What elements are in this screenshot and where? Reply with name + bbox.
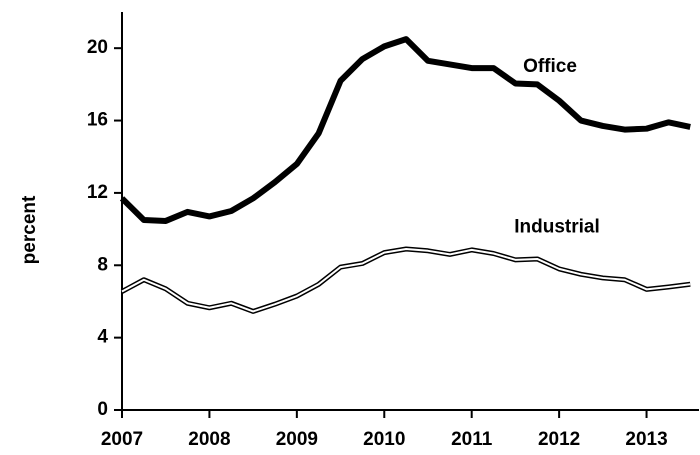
x-tick-label: 2010 bbox=[363, 429, 405, 450]
series-line bbox=[119, 36, 691, 224]
x-tick-label: 2009 bbox=[276, 429, 318, 450]
y-tick-label: 12 bbox=[87, 182, 108, 203]
x-tick-label: 2012 bbox=[538, 429, 580, 450]
series-line bbox=[120, 246, 691, 314]
y-axis-label: percent bbox=[19, 195, 40, 264]
x-tick-label: 2011 bbox=[451, 429, 493, 450]
x-tick-label: 2008 bbox=[188, 429, 230, 450]
y-tick-label: 16 bbox=[87, 110, 108, 131]
y-tick-label: 8 bbox=[97, 254, 108, 275]
x-tick-label: 2013 bbox=[625, 429, 667, 450]
series-label: Industrial bbox=[514, 217, 600, 238]
y-tick-label: 20 bbox=[87, 37, 108, 58]
series-line-inner bbox=[121, 247, 691, 313]
x-tick-label: 2007 bbox=[101, 429, 143, 450]
y-tick-label: 0 bbox=[97, 399, 108, 420]
series-label: Office bbox=[523, 56, 577, 77]
y-tick-label: 4 bbox=[97, 327, 108, 348]
